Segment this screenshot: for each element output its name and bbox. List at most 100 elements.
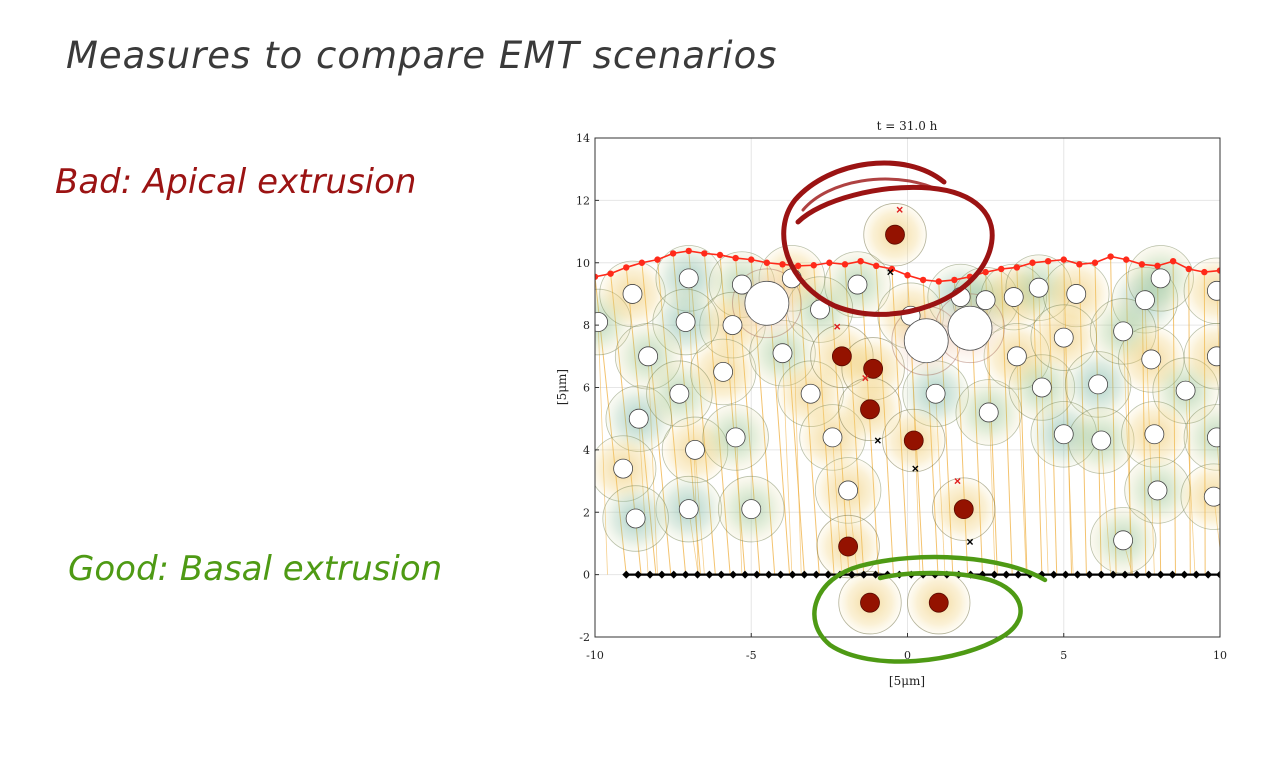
basal-point [1061, 570, 1070, 579]
apical-point [935, 278, 942, 285]
dividing-nucleus [903, 318, 949, 364]
apical-point [982, 268, 989, 276]
epithelial-nucleus [731, 274, 752, 295]
good-basal-label: Good: Basal extrusion [68, 549, 442, 589]
x-tick-label: -10 [586, 649, 604, 662]
epithelial-nucleus [713, 362, 734, 382]
emt-nucleus [885, 224, 905, 245]
cell-nuclei [595, 224, 1220, 613]
apical-point [951, 276, 958, 284]
epithelial-nucleus [1206, 280, 1220, 301]
epithelial-nucleus [800, 383, 821, 404]
apical-point [701, 250, 708, 257]
epithelial-nucleus [675, 312, 696, 332]
epithelial-nucleus [1028, 277, 1049, 298]
apical-point [654, 256, 661, 263]
apical-point [1138, 261, 1146, 268]
basal-point [1156, 570, 1165, 579]
x-tick-label: -5 [746, 649, 757, 662]
apical-point [669, 250, 677, 257]
epithelial-nucleus [595, 312, 609, 332]
cross-marker [834, 323, 841, 330]
x-tick-label: 10 [1213, 649, 1227, 662]
cross-marker [874, 437, 881, 444]
apical-point [826, 259, 833, 266]
basal-point [1132, 570, 1141, 579]
apical-point [623, 264, 630, 271]
plot-title: t = 31.0 h [877, 119, 938, 133]
cell-body [1183, 323, 1220, 390]
apical-point [857, 257, 864, 265]
epithelial-nucleus [722, 315, 743, 336]
epithelial-nucleus [685, 439, 705, 460]
epithelial-nucleus [1053, 424, 1074, 445]
epithelial-nucleus [741, 499, 762, 520]
cross-marker [862, 375, 869, 382]
apical-point [1013, 264, 1021, 271]
cross-marker [966, 538, 974, 545]
epithelial-nucleus [1113, 530, 1134, 551]
epithelial-nucleus [1003, 287, 1024, 307]
emt-nucleus [860, 399, 880, 420]
epithelial-nucleus [1147, 480, 1168, 501]
x-tick-label: 0 [904, 649, 911, 662]
apical-point [1060, 256, 1067, 263]
epithelial-nucleus [1150, 268, 1171, 289]
apical-point [748, 256, 755, 263]
apical-point [1201, 268, 1208, 276]
epithelial-nucleus [1006, 346, 1027, 367]
apical-extrusion-circle-inner [801, 177, 936, 212]
apical-point [794, 262, 802, 270]
epithelial-nucleus [678, 268, 699, 289]
apical-point [716, 251, 724, 259]
apical-point [841, 261, 849, 268]
y-tick-label: 8 [583, 319, 590, 332]
cross-marker [887, 269, 894, 276]
apical-point [873, 262, 880, 270]
basal-point [657, 570, 666, 579]
basal-point [1002, 570, 1011, 579]
apical-point [1076, 261, 1083, 268]
basal-point [717, 570, 726, 579]
epithelial-nucleus [1031, 377, 1052, 398]
y-tick-label: 12 [576, 194, 590, 207]
epithelial-nucleus [1066, 284, 1087, 304]
epithelial-nucleus [628, 408, 649, 429]
epithelial-nucleus [1206, 346, 1220, 367]
basal-point [646, 570, 654, 579]
basal-point [1014, 570, 1023, 579]
epithelial-nucleus [1206, 427, 1220, 448]
emt-nucleus [928, 592, 949, 613]
emt-nucleus [860, 592, 880, 613]
apical-point [763, 259, 771, 266]
epithelial-nucleus [678, 499, 699, 520]
emt-nucleus [863, 358, 884, 379]
apical-point [904, 272, 911, 279]
axis-ticks: -10 -5 0 5 10 -2 0 2 4 6 8 10 12 14 [576, 132, 1227, 662]
dividing-nucleus [947, 305, 993, 351]
basal-point [1180, 570, 1189, 579]
y-tick-label: 4 [583, 444, 590, 457]
bad-apical-label: Bad: Apical extrusion [55, 162, 416, 202]
epithelial-nucleus [613, 458, 634, 479]
apical-point [888, 265, 896, 273]
y-tick-label: 2 [583, 506, 590, 519]
epithelial-nucleus [1088, 374, 1109, 395]
basal-point [622, 570, 631, 579]
epithelial-nucleus [1175, 380, 1196, 401]
basal-point [1073, 570, 1082, 579]
epithelial-nucleus [625, 508, 646, 529]
apical-point [810, 262, 817, 269]
epithelial-nucleus [1135, 290, 1155, 311]
basal-point [776, 570, 785, 579]
cross-marker [896, 206, 903, 213]
epithelial-nucleus [1113, 321, 1134, 342]
apical-point [732, 254, 739, 262]
apical-point [1154, 262, 1161, 270]
y-tick-label: 6 [583, 382, 590, 395]
y-tick-label: 14 [576, 132, 590, 145]
apical-point [1169, 257, 1177, 265]
epithelial-nucleus [822, 427, 843, 448]
cell-body [1180, 463, 1220, 530]
